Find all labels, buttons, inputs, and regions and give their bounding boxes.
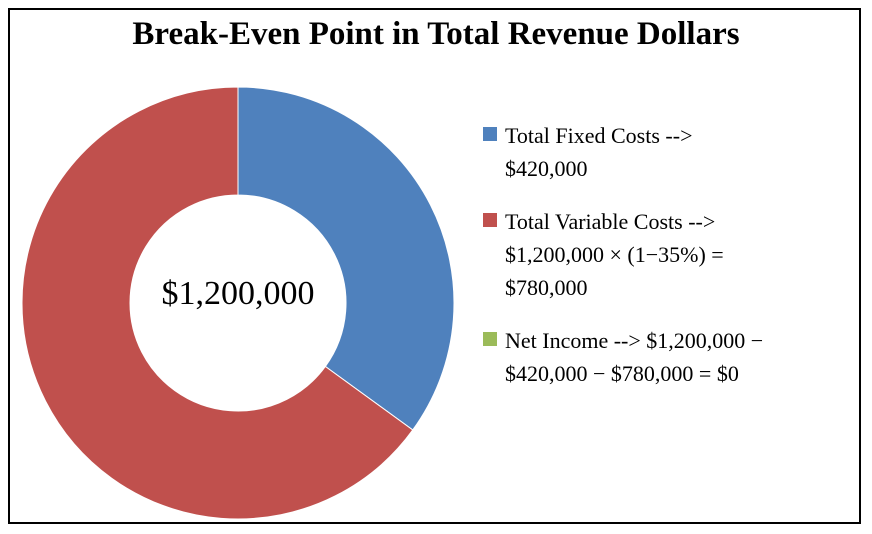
chart-title: Break-Even Point in Total Revenue Dollar…	[132, 16, 740, 52]
legend-swatch-net-income	[483, 332, 497, 346]
legend-text-line: $1,200,000 × (1−35%) =	[505, 242, 724, 267]
legend-text-line: Total Fixed Costs -->	[505, 123, 693, 148]
legend-item-total-variable-costs: Total Variable Costs --> $1,200,000 × (1…	[483, 205, 855, 304]
legend-text-line: $780,000	[505, 275, 588, 300]
legend: Total Fixed Costs --> $420,000 Total Var…	[483, 119, 855, 396]
legend-text-line: $420,000 − $780,000 = $0	[505, 361, 739, 386]
legend-item-net-income: Net Income --> $1,200,000 − $420,000 − $…	[483, 324, 855, 390]
legend-swatch-total-fixed-costs	[483, 127, 497, 141]
legend-swatch-total-variable-costs	[483, 213, 497, 227]
slice-total-variable-costs	[21, 86, 414, 520]
slice-total-fixed-costs	[237, 86, 455, 431]
legend-item-total-fixed-costs: Total Fixed Costs --> $420,000	[483, 119, 855, 185]
legend-text-line: $420,000	[505, 156, 588, 181]
donut-center-label: $1,200,000	[161, 275, 315, 312]
legend-text-line: Net Income --> $1,200,000 −	[505, 328, 764, 353]
legend-text-line: Total Variable Costs -->	[505, 209, 716, 234]
